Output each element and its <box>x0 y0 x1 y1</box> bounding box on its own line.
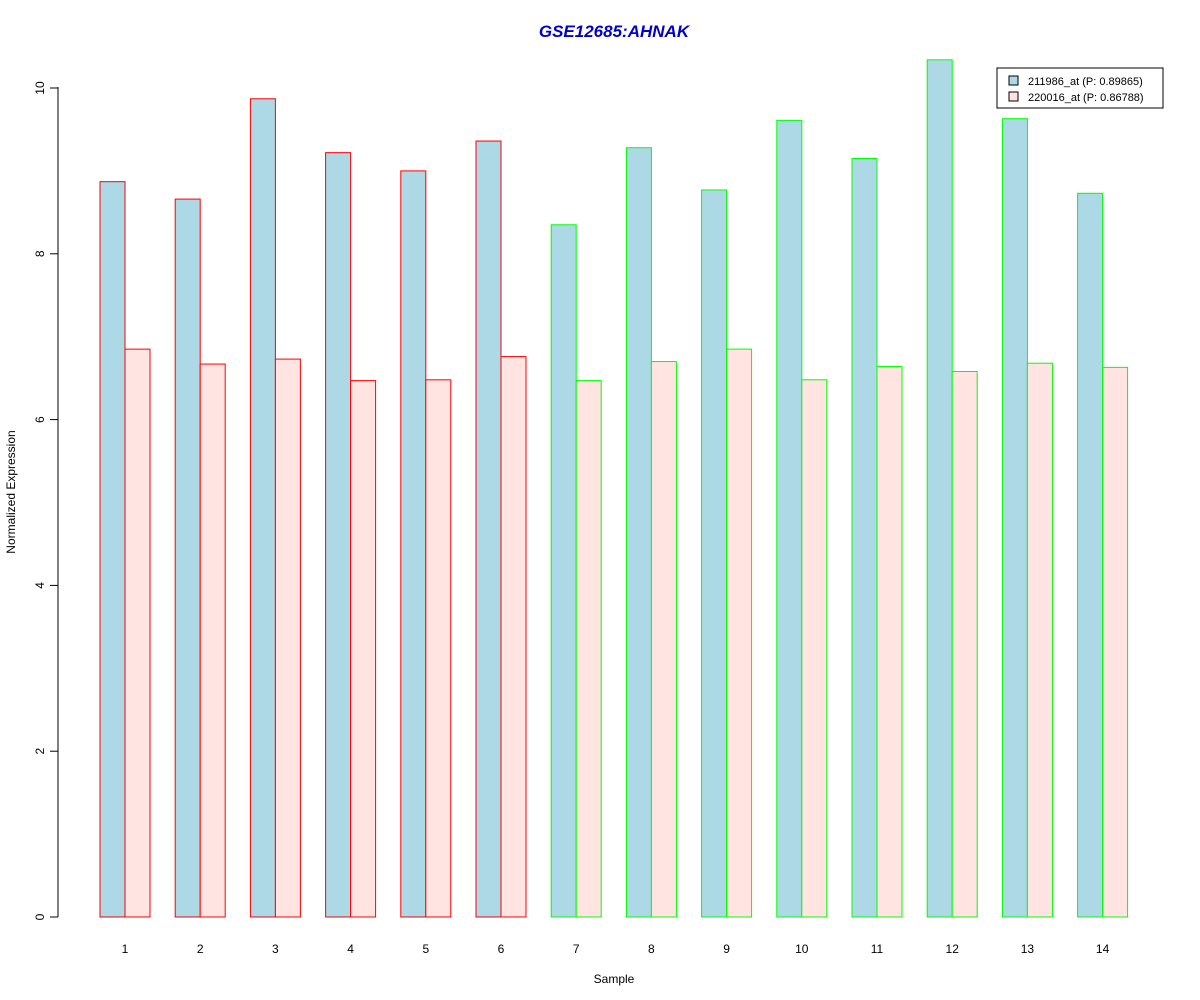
bar-211986-at-sample-10 <box>776 119 803 918</box>
x-tick-labels: 1 2 3 4 5 6 7 8 9 10 11 12 13 14 <box>122 942 1110 956</box>
bar-211986-at-sample-5 <box>400 170 427 918</box>
legend-swatch-211986-at <box>1008 75 1019 86</box>
bar-220016-at-sample-9 <box>726 348 753 918</box>
legend-label-220016-at: 220016_at (P: 0.86788) <box>1028 92 1144 104</box>
bar-220016-at-sample-5 <box>425 379 452 918</box>
y-tick-label: 0 <box>33 913 47 920</box>
x-tick-label: 10 <box>795 942 809 956</box>
legend-box <box>996 67 1164 109</box>
y-tick-label: 4 <box>33 582 47 589</box>
bar-220016-at-sample-13 <box>1026 362 1053 918</box>
bar-211986-at-sample-8 <box>625 147 652 918</box>
bar-220016-at-sample-10 <box>801 379 828 918</box>
bar-220016-at-sample-11 <box>876 366 903 918</box>
y-tick-label: 8 <box>33 250 47 257</box>
y-axis: 0 2 4 6 8 10 <box>33 81 59 920</box>
legend-label-211986-at: 211986_at (P: 0.89865) <box>1028 76 1143 88</box>
bar-220016-at-sample-14 <box>1102 366 1129 918</box>
bar-220016-at-sample-12 <box>951 371 978 918</box>
x-tick-label: 9 <box>723 942 730 956</box>
legend: 211986_at (P: 0.89865) 220016_at (P: 0.8… <box>996 67 1164 109</box>
bar-211986-at-sample-3 <box>249 98 276 918</box>
x-tick-label: 13 <box>1021 942 1035 956</box>
x-tick-label: 1 <box>122 942 129 956</box>
bar-211986-at-sample-14 <box>1077 192 1104 918</box>
bar-220016-at-sample-4 <box>350 380 377 918</box>
y-tick-label: 2 <box>33 748 47 755</box>
bar-220016-at-sample-1 <box>124 348 151 918</box>
bar-220016-at-sample-7 <box>575 380 602 918</box>
x-tick-label: 2 <box>197 942 204 956</box>
legend-swatch-220016-at <box>1008 91 1019 102</box>
x-tick-label: 3 <box>272 942 279 956</box>
chart-title: GSE12685:AHNAK <box>539 22 691 41</box>
bar-211986-at-sample-6 <box>475 140 502 918</box>
x-tick-label: 6 <box>498 942 505 956</box>
x-tick-label: 4 <box>347 942 354 956</box>
bar-220016-at-sample-8 <box>650 361 677 918</box>
y-tick-label: 10 <box>33 81 47 95</box>
bar-220016-at-sample-6 <box>500 356 527 918</box>
bar-211986-at-sample-4 <box>325 152 352 918</box>
bar-220016-at-sample-3 <box>274 358 301 918</box>
x-tick-label: 7 <box>573 942 580 956</box>
bar-211986-at-sample-7 <box>550 224 577 918</box>
y-tick-label: 6 <box>33 416 47 423</box>
bar-211986-at-sample-1 <box>99 181 126 918</box>
x-tick-label: 5 <box>422 942 429 956</box>
x-axis-label: Sample <box>594 972 635 986</box>
bar-211986-at-sample-13 <box>1001 118 1028 918</box>
bar-211986-at-sample-2 <box>174 198 201 918</box>
bar-211986-at-sample-12 <box>926 59 953 918</box>
x-tick-label: 11 <box>871 942 884 956</box>
y-axis-label: Normalized Expression <box>4 430 18 553</box>
x-tick-label: 14 <box>1096 942 1110 956</box>
bar-211986-at-sample-9 <box>701 189 728 918</box>
x-tick-label: 8 <box>648 942 655 956</box>
bar-211986-at-sample-11 <box>851 157 878 918</box>
x-tick-label: 12 <box>946 942 960 956</box>
bar-220016-at-sample-2 <box>199 363 226 918</box>
bar-series-group <box>99 59 1129 918</box>
